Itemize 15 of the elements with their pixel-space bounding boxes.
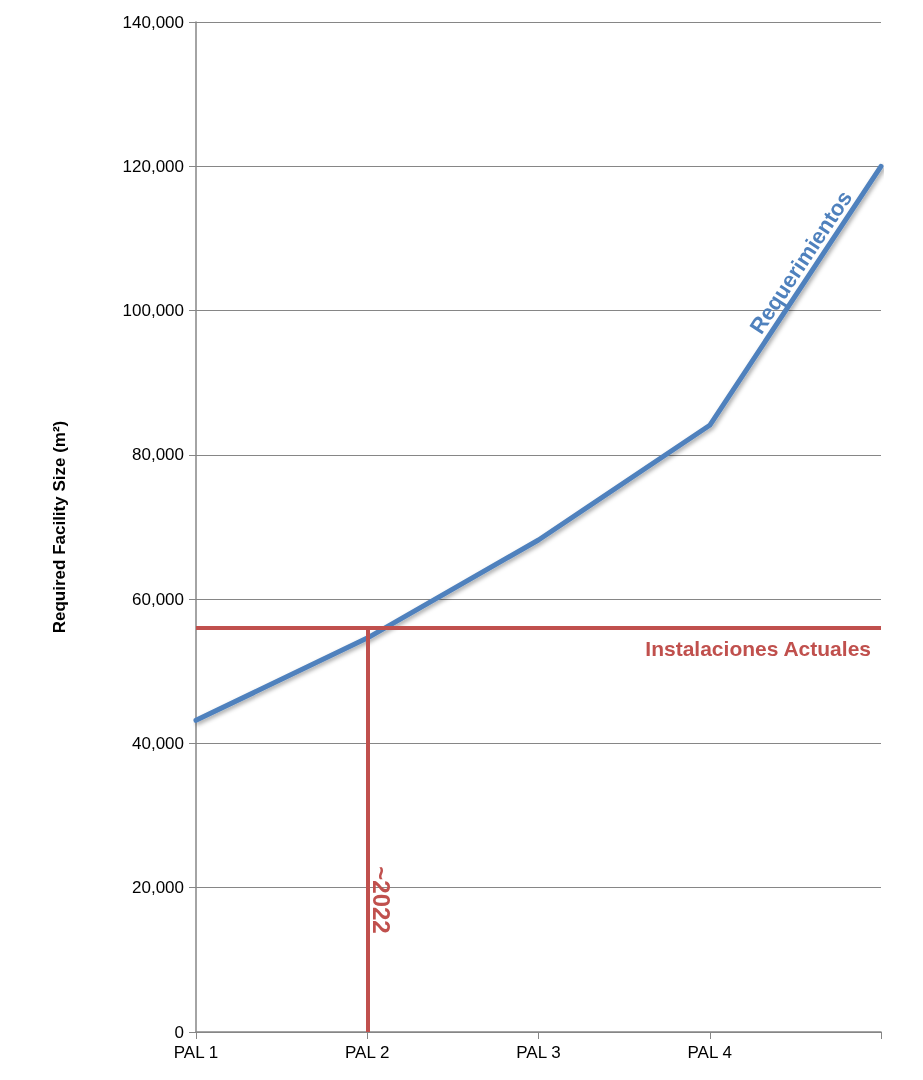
y-tick-label: 80,000	[132, 445, 184, 465]
y-tick-label: 0	[174, 1022, 184, 1042]
y-axis-title: Required Facility Size (m²)	[50, 420, 69, 634]
x-tick-label: PAL 1	[173, 1043, 219, 1062]
y-tick-label: 140,000	[122, 12, 184, 32]
x-tick-label: PAL 3	[516, 1043, 561, 1062]
y-tick-label: 120,000	[122, 156, 184, 176]
y-tick-label: 20,000	[132, 878, 184, 898]
y-tick-label: 40,000	[132, 733, 184, 753]
x-tick-label: PAL 2	[345, 1043, 390, 1062]
x-tick-label: PAL 4	[687, 1043, 732, 1062]
y-tick-label: 60,000	[132, 589, 184, 609]
y-tick-label: 100,000	[122, 301, 184, 321]
ref-line-label: Instalaciones Actuales	[645, 637, 871, 660]
ref-line-label: ~2022	[367, 866, 395, 934]
